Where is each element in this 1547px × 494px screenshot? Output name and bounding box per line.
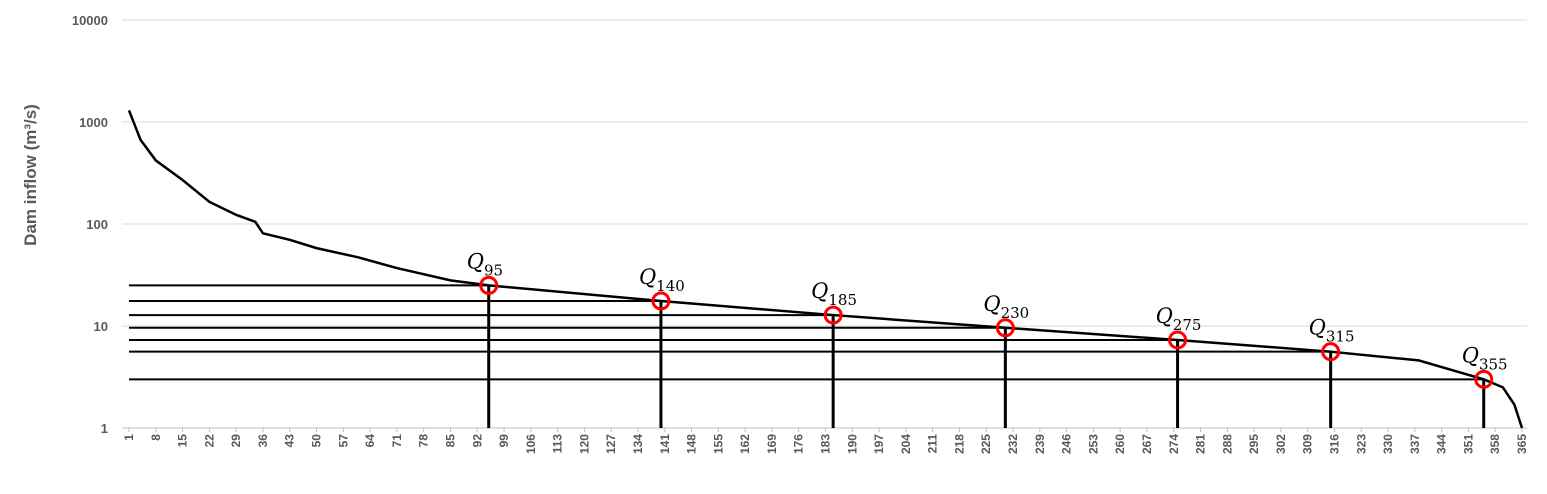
x-tick-label: 246 xyxy=(1060,434,1074,454)
x-tick-label: 183 xyxy=(819,434,833,454)
x-tick-label: 36 xyxy=(256,434,270,448)
marker-subscript: 315 xyxy=(1326,328,1355,346)
marker-label: Q315 xyxy=(1309,316,1355,346)
x-tick-label: 211 xyxy=(926,434,940,454)
x-tick-label: 316 xyxy=(1327,434,1341,454)
x-tick-label: 239 xyxy=(1033,434,1047,454)
x-tick-label: 267 xyxy=(1140,434,1154,454)
marker xyxy=(823,305,843,325)
marker-symbol: Q xyxy=(467,249,484,273)
x-tick-label: 120 xyxy=(577,434,591,454)
marker-label: Q140 xyxy=(639,265,685,295)
y-axis-label: Dam inflow (m³/s) xyxy=(21,104,40,246)
marker-symbol: Q xyxy=(1462,343,1479,367)
x-tick-label: 127 xyxy=(604,434,618,454)
marker-symbol: Q xyxy=(811,279,828,303)
x-tick-label: 323 xyxy=(1354,434,1368,454)
marker-symbol: Q xyxy=(639,265,656,289)
x-tick-label: 64 xyxy=(363,434,377,448)
marker-subscript: 140 xyxy=(656,277,685,295)
marker xyxy=(1168,330,1188,350)
x-tick-label: 288 xyxy=(1220,434,1234,454)
marker-subscript: 275 xyxy=(1173,316,1202,334)
x-tick-label: 134 xyxy=(631,434,645,454)
marker-label: Q275 xyxy=(1156,304,1202,334)
x-tick-label: 85 xyxy=(443,434,457,448)
marker xyxy=(651,291,671,311)
x-tick-label: 29 xyxy=(229,434,243,448)
x-tick-label: 8 xyxy=(149,434,163,441)
x-tick-label: 225 xyxy=(979,434,993,454)
marker-subscript: 185 xyxy=(828,291,857,309)
x-tick-label: 148 xyxy=(685,434,699,454)
x-tick-label: 351 xyxy=(1461,434,1475,454)
x-tick-label: 22 xyxy=(202,434,216,448)
x-tick-label: 309 xyxy=(1301,434,1315,454)
y-tick-label: 1000 xyxy=(79,115,108,130)
marker xyxy=(479,275,499,295)
x-tick-label: 197 xyxy=(872,434,886,454)
x-tick-label: 204 xyxy=(899,434,913,454)
marker xyxy=(1321,342,1341,362)
marker-label: Q185 xyxy=(811,279,857,309)
x-tick-label: 169 xyxy=(765,434,779,454)
x-tick-label: 344 xyxy=(1435,434,1449,454)
flow-curve xyxy=(127,109,1524,429)
x-tick-label: 113 xyxy=(551,434,565,454)
x-tick-label: 15 xyxy=(176,434,190,448)
marker xyxy=(995,318,1015,338)
x-tick-label: 155 xyxy=(711,434,725,454)
x-tick-label: 190 xyxy=(845,434,859,454)
x-tick-label: 218 xyxy=(952,434,966,454)
x-tick-label: 92 xyxy=(470,434,484,448)
x-tick-label: 365 xyxy=(1515,434,1529,454)
x-tick-label: 99 xyxy=(497,434,511,448)
x-tick-label: 295 xyxy=(1247,434,1261,454)
x-tick-label: 176 xyxy=(792,434,806,454)
x-tick-label: 78 xyxy=(417,434,431,448)
marker-label: Q95 xyxy=(467,249,503,279)
x-tick-label: 71 xyxy=(390,434,404,448)
x-tick-label: 43 xyxy=(283,434,297,448)
x-tick-label: 337 xyxy=(1408,434,1422,454)
y-tick-label: 100 xyxy=(86,217,108,232)
x-tick-label: 1 xyxy=(122,434,136,441)
x-tick-label: 162 xyxy=(738,434,752,454)
y-tick-label: 1 xyxy=(101,421,108,436)
x-tick-label: 57 xyxy=(336,434,350,448)
marker-subscript: 355 xyxy=(1479,355,1508,373)
y-tick-label: 10000 xyxy=(72,13,108,28)
marker-symbol: Q xyxy=(983,292,1000,316)
x-tick-label: 232 xyxy=(1006,434,1020,454)
x-tick-label: 302 xyxy=(1274,434,1288,454)
marker xyxy=(1474,369,1494,389)
x-tick-label: 253 xyxy=(1086,434,1100,454)
x-tick-label: 260 xyxy=(1113,434,1127,454)
x-tick-label: 281 xyxy=(1194,434,1208,454)
x-tick-label: 274 xyxy=(1167,434,1181,454)
marker-symbol: Q xyxy=(1156,304,1173,328)
x-tick-label: 106 xyxy=(524,434,538,454)
y-tick-label: 10 xyxy=(94,319,108,334)
x-tick-label: 50 xyxy=(310,434,324,448)
marker-label: Q230 xyxy=(983,292,1029,322)
marker-subscript: 95 xyxy=(484,261,503,279)
marker-symbol: Q xyxy=(1309,316,1326,340)
x-tick-label: 141 xyxy=(658,434,672,454)
x-tick-label: 358 xyxy=(1488,434,1502,454)
marker-subscript: 230 xyxy=(1001,304,1030,322)
x-tick-label: 330 xyxy=(1381,434,1395,454)
marker-label: Q355 xyxy=(1462,343,1508,373)
